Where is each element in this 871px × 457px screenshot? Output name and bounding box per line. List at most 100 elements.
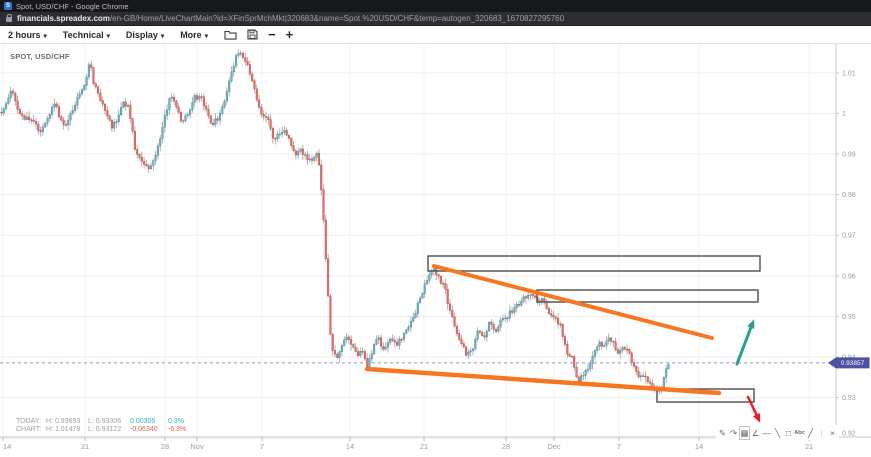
- candle-up: [384, 346, 387, 350]
- grid-icon[interactable]: ▦: [739, 425, 750, 440]
- y-axis-label: 0.93: [842, 395, 856, 402]
- orange-trendline-upper[interactable]: [432, 264, 714, 340]
- close-icon[interactable]: ×: [830, 427, 835, 438]
- candle-up: [586, 368, 590, 371]
- candle-up: [499, 319, 502, 328]
- divider-icon: |: [820, 427, 823, 438]
- candle-up: [414, 313, 417, 318]
- rectangle-icon[interactable]: □: [785, 427, 792, 438]
- technical-menu[interactable]: Technical ▾: [62, 29, 110, 40]
- candle-up: [115, 121, 118, 123]
- candle-down: [292, 145, 295, 152]
- candle-up: [161, 126, 164, 139]
- open-folder-icon[interactable]: [224, 29, 237, 40]
- candle-up: [605, 340, 608, 346]
- candle-up: [402, 332, 406, 340]
- candle-down: [92, 67, 95, 85]
- candle-down: [547, 308, 550, 314]
- candle-up: [308, 158, 311, 160]
- y-axis-label: 0.96: [842, 273, 856, 280]
- candle-up: [501, 318, 504, 321]
- candle-down: [458, 333, 461, 340]
- candle-up: [83, 84, 86, 90]
- candle-down: [396, 341, 399, 346]
- candle-down: [306, 154, 309, 160]
- candle-up: [214, 118, 217, 125]
- text-icon[interactable]: Abc: [794, 429, 805, 436]
- candle-up: [198, 96, 201, 100]
- y-axis-label: 0.99: [842, 152, 856, 159]
- zoom-in-button[interactable]: +: [285, 26, 294, 42]
- y-axis-label: 0.98: [842, 192, 856, 199]
- candle-up: [423, 283, 426, 294]
- candle-down: [511, 310, 514, 313]
- candle-up: [513, 307, 516, 313]
- candle-up: [182, 120, 185, 122]
- candle-up: [230, 71, 233, 82]
- candle-down: [175, 100, 178, 108]
- angle-icon[interactable]: ∠: [751, 427, 760, 438]
- candle-down: [545, 302, 548, 309]
- candle-up: [639, 375, 642, 378]
- candle-down: [552, 315, 555, 318]
- candle-down: [331, 333, 334, 351]
- trendline-icon[interactable]: ╲: [774, 427, 781, 438]
- candle-down: [559, 323, 562, 326]
- candle-down: [14, 92, 17, 102]
- candle-down: [481, 332, 484, 336]
- candle-down: [140, 156, 143, 162]
- candle-up: [48, 113, 51, 119]
- annotation-box-2[interactable]: [536, 289, 759, 303]
- candle-down: [195, 95, 199, 100]
- candle-up: [522, 296, 525, 302]
- candle-up: [189, 109, 192, 115]
- url-path: /en-GB/Home/LiveChartMain?id=XFinSprMchM…: [109, 14, 565, 23]
- candle-up: [596, 346, 599, 351]
- zoom-out-button[interactable]: −: [267, 26, 276, 42]
- annotation-box-3[interactable]: [656, 388, 755, 403]
- x-axis-label: 14: [3, 442, 11, 451]
- candle-up: [593, 350, 596, 357]
- candle-down: [336, 353, 339, 358]
- candle-up: [504, 317, 507, 320]
- more-menu[interactable]: More ▾: [180, 29, 208, 40]
- candle-down: [57, 106, 61, 117]
- candle-up: [276, 133, 279, 140]
- ray-icon[interactable]: ╱: [807, 427, 814, 438]
- timeframe-menu[interactable]: 2 hours ▾: [8, 29, 47, 40]
- candle-down: [649, 381, 652, 384]
- curve-arrow-icon[interactable]: ↷: [729, 427, 738, 438]
- candle-down: [129, 104, 132, 119]
- candle-up: [299, 148, 302, 152]
- save-icon[interactable]: [247, 29, 258, 40]
- candle-down: [623, 347, 626, 350]
- candle-up: [184, 115, 187, 122]
- candle-up: [340, 345, 343, 352]
- candle-down: [453, 316, 456, 327]
- candle-down: [352, 344, 355, 348]
- candle-up: [667, 363, 670, 369]
- candle-down: [646, 376, 649, 383]
- candle-up: [228, 80, 231, 92]
- display-menu[interactable]: Display ▾: [125, 29, 165, 40]
- ohlc-legend: TODAY: H: 0.93693 L: 0.93306 0.00306 0.3…: [16, 418, 186, 434]
- window-titlebar[interactable]: S Spot, USD/CHF - Google Chrome: [0, 0, 871, 12]
- candle-up: [591, 356, 594, 365]
- annotation-box-1[interactable]: [427, 255, 761, 272]
- horizontal-line-icon[interactable]: —: [762, 427, 771, 438]
- x-axis-label: Dec: [547, 442, 561, 451]
- pencil-icon[interactable]: ✎: [718, 427, 727, 438]
- candle-up: [154, 155, 157, 161]
- price-chart-canvas[interactable]: 1.0110.990.980.970.960.950.940.930.92142…: [0, 44, 871, 457]
- chart-change-pct: -6.3%: [168, 426, 187, 433]
- candle-down: [244, 57, 247, 62]
- address-bar[interactable]: financials.spreadex.com/en-GB/Home/LiveC…: [0, 12, 871, 26]
- candle-down: [11, 90, 15, 94]
- candle-up: [419, 297, 422, 304]
- candle-down: [354, 347, 357, 352]
- candle-down: [147, 165, 150, 170]
- orange-trendline-lower[interactable]: [364, 366, 722, 396]
- y-axis-label: 1.01: [842, 70, 856, 77]
- window-title: Spot, USD/CHF - Google Chrome: [16, 1, 129, 11]
- candle-up: [527, 294, 530, 299]
